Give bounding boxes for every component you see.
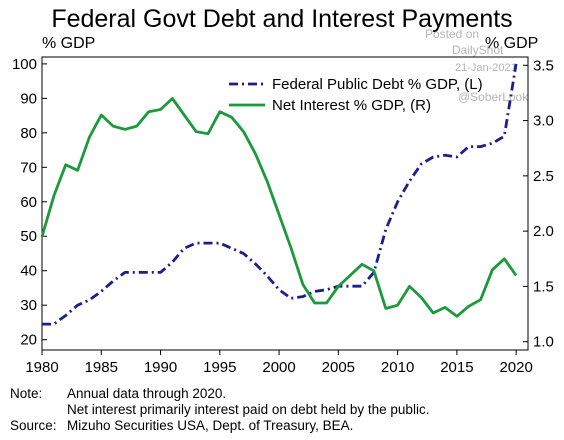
series-line-interest — [40, 97, 518, 318]
x-tick-label: 2015 — [440, 359, 473, 376]
y-right-tick-label: 2.0 — [533, 223, 554, 240]
x-tick-label: 1990 — [144, 359, 177, 376]
x-tick-label: 1995 — [203, 359, 236, 376]
x-tick-label: 1980 — [25, 359, 58, 376]
y-left-tick-label: 60 — [20, 194, 37, 211]
y-left-tick-label: 50 — [20, 228, 37, 245]
source-row: Source: Mizuho Securities USA, Dept. of … — [10, 418, 429, 434]
watermark-date: 21-Jan-2021 — [455, 62, 517, 74]
x-tick-label: 2000 — [262, 359, 295, 376]
legend-label: Net Interest % GDP, (R) — [272, 97, 431, 114]
plot-frame — [41, 56, 529, 351]
y-right-tick-label: 3.5 — [533, 57, 554, 74]
note-row-1: Note: Annual data through 2020. — [10, 386, 429, 402]
right-axis-unit-label: % GDP — [485, 35, 539, 52]
y-right-tick-label: 1.5 — [533, 278, 554, 295]
left-axis-unit-label: % GDP — [42, 35, 96, 52]
y-left-tick-label: 80 — [20, 125, 37, 142]
y-left-tick-label: 40 — [20, 263, 37, 280]
note-row-2: Net interest primarily interest paid on … — [10, 402, 429, 418]
y-left-tick-label: 70 — [20, 159, 37, 176]
note-label: Note: — [10, 386, 43, 401]
y-right-tick-label: 1.0 — [533, 334, 554, 351]
watermark-posted: Posted on — [425, 27, 480, 41]
note-line-1: Annual data through 2020. — [67, 386, 227, 401]
note-spacer — [10, 402, 67, 418]
y-right-tick-label: 2.5 — [533, 168, 554, 185]
y-left-tick-label: 30 — [20, 297, 37, 314]
x-tick-label: 2020 — [499, 359, 532, 376]
y-right-tick-label: 3.0 — [533, 113, 554, 130]
series-line-debt — [42, 63, 518, 326]
note-line-2: Net interest primarily interest paid on … — [67, 402, 430, 417]
y-left-tick-label: 90 — [20, 90, 37, 107]
legend-label: Federal Public Debt % GDP, (L) — [272, 76, 483, 93]
watermark-site: DailyShot — [452, 43, 504, 57]
y-left-tick-label: 100 — [12, 56, 37, 73]
chart-notes: Note: Annual data through 2020. Net inte… — [10, 386, 429, 434]
source-text: Mizuho Securities USA, Dept. of Treasury… — [67, 418, 354, 433]
x-tick-label: 2010 — [381, 359, 414, 376]
chart-title: Federal Govt Debt and Interest Payments — [51, 5, 513, 33]
y-left-tick-label: 20 — [20, 332, 37, 349]
x-tick-label: 1985 — [85, 359, 118, 376]
x-tick-label: 2005 — [322, 359, 355, 376]
source-label: Source: — [10, 418, 57, 433]
